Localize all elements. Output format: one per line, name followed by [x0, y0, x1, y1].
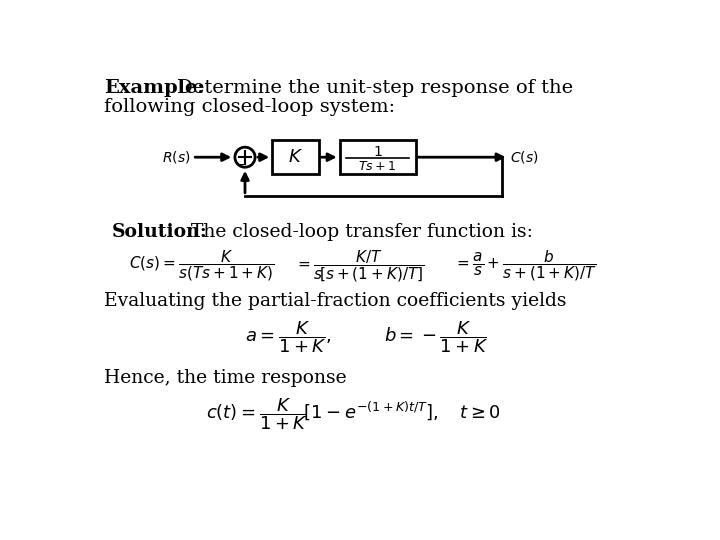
Text: Determine the unit-step response of the: Determine the unit-step response of the	[171, 79, 572, 97]
Text: $= \dfrac{a}{s} + \dfrac{b}{s+(1+K)/T}$: $= \dfrac{a}{s} + \dfrac{b}{s+(1+K)/T}$	[454, 248, 598, 283]
Text: $= \dfrac{K/T}{s\!\left[s+(1+K)/T\right]}$: $= \dfrac{K/T}{s\!\left[s+(1+K)/T\right]…	[295, 248, 425, 284]
Text: $a = \dfrac{K}{1+K},$: $a = \dfrac{K}{1+K},$	[245, 319, 332, 355]
Text: following closed-loop system:: following closed-loop system:	[104, 98, 395, 116]
Text: The closed-loop transfer function is:: The closed-loop transfer function is:	[184, 222, 532, 241]
Text: $C(s) = \dfrac{K}{s(Ts+1+K)}$: $C(s) = \dfrac{K}{s(Ts+1+K)}$	[129, 248, 274, 283]
Text: Evaluating the partial-fraction coefficients yields: Evaluating the partial-fraction coeffici…	[104, 292, 567, 310]
Text: $1$: $1$	[373, 145, 382, 159]
Bar	[272, 140, 319, 174]
Text: $c(t) = \dfrac{K}{1+K}\!\left[1 - e^{-(1+K)t/T}\right], \quad t \geq 0$: $c(t) = \dfrac{K}{1+K}\!\left[1 - e^{-(1…	[206, 396, 501, 431]
Text: Hence, the time response: Hence, the time response	[104, 369, 346, 387]
Text: $-$: $-$	[235, 158, 247, 171]
Bar	[340, 140, 415, 174]
Text: $Ts+1$: $Ts+1$	[359, 160, 397, 173]
Text: Solution:: Solution:	[112, 222, 207, 241]
Text: $C(s)$: $C(s)$	[510, 149, 539, 165]
Text: $K$: $K$	[288, 148, 303, 166]
Text: $R(s)$: $R(s)$	[162, 149, 191, 165]
Text: Example:: Example:	[104, 79, 204, 97]
Text: $b = -\dfrac{K}{1+K}$: $b = -\dfrac{K}{1+K}$	[384, 319, 489, 355]
